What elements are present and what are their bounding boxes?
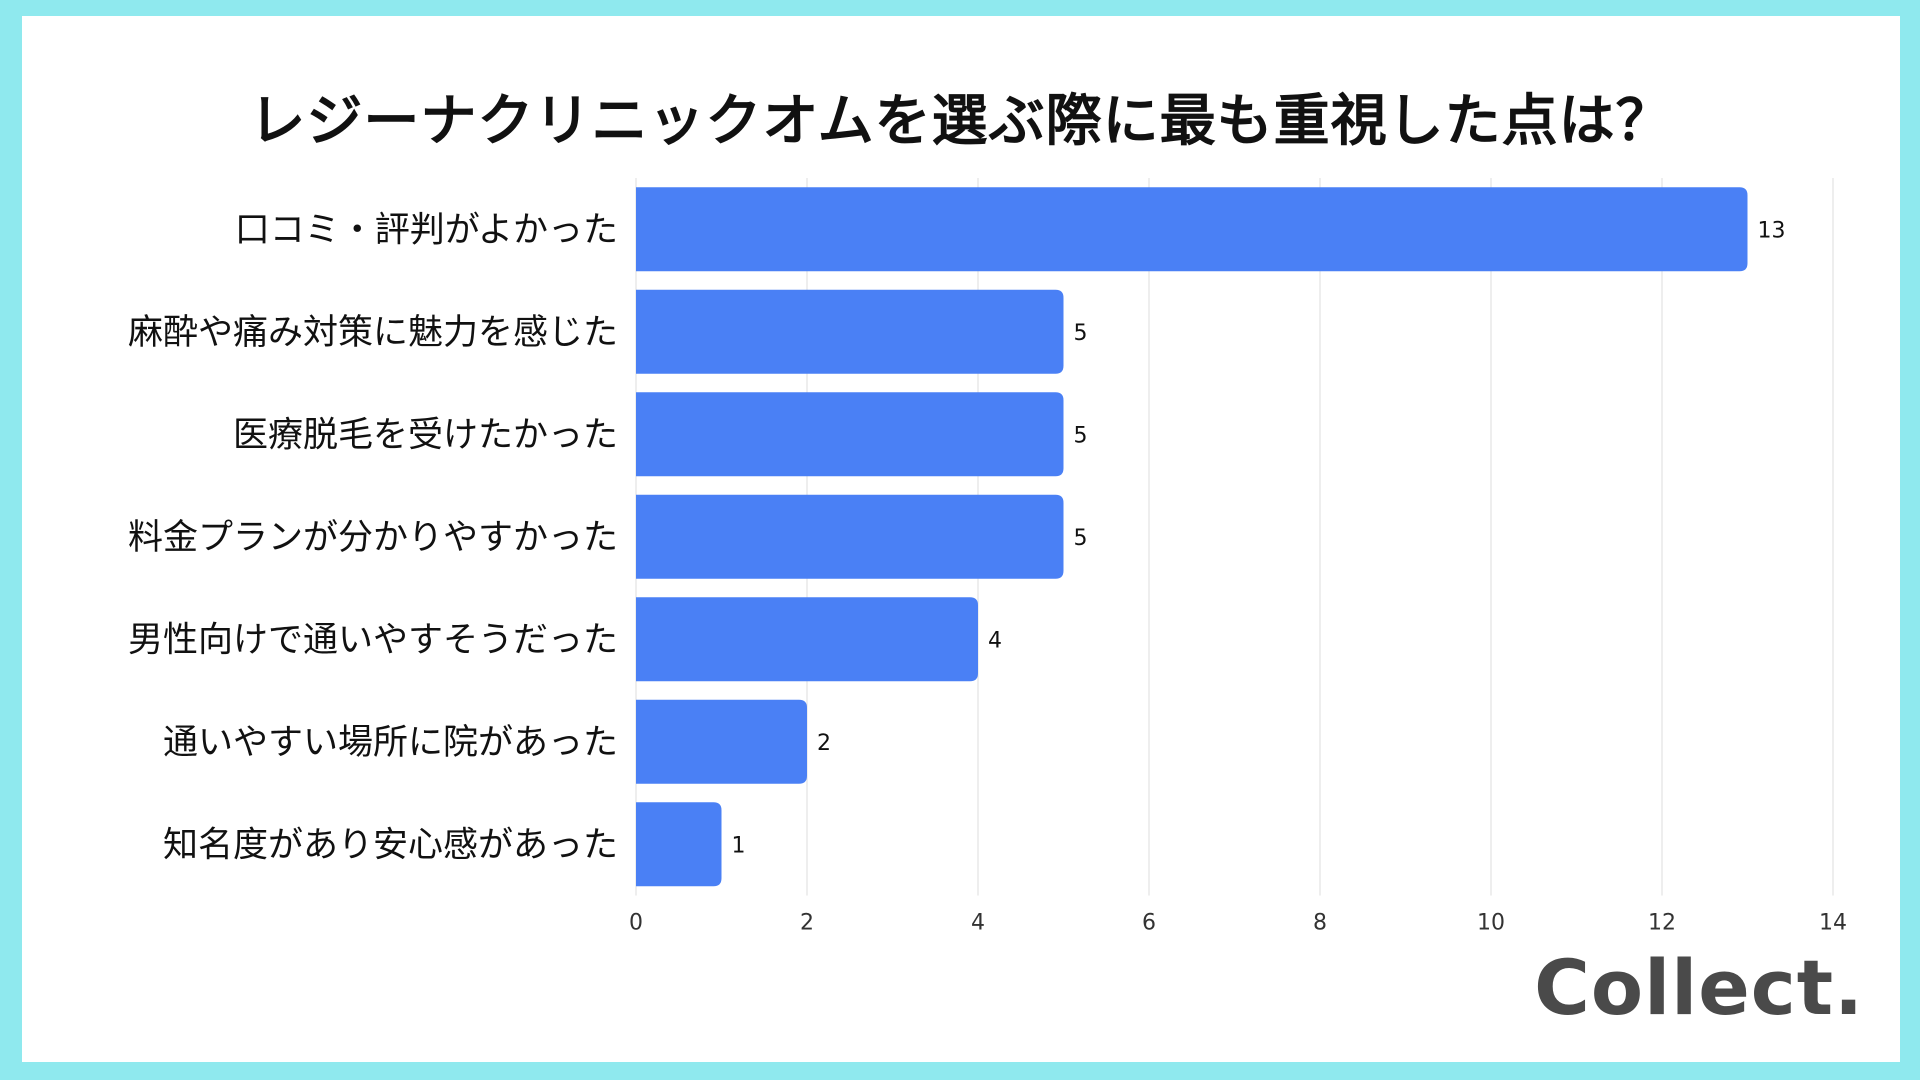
x-tick-label: 14 [1819,911,1847,936]
data-label: 13 [1758,218,1786,243]
chart-title: レジーナクリニックオムを選ぶ際に最も重視した点は？ [249,89,1673,154]
data-label: 5 [1074,526,1088,551]
category-label: 医療脱毛を受けたかった [233,415,618,455]
bar [636,699,807,784]
x-tick-label: 4 [971,911,985,936]
x-tick-label: 12 [1648,911,1676,936]
x-tick-label: 10 [1477,911,1505,936]
category-label: 男性向けで通いやすそうだった [128,620,618,660]
category-label: 麻酔や痛み対策に魅力を感じた [128,313,618,353]
data-label: 5 [1074,423,1088,448]
category-label: 通いやすい場所に院があった [163,723,618,763]
bar [636,494,1064,579]
category-label: 知名度があり安心感があった [163,825,618,865]
x-tick-label: 2 [800,911,814,936]
bar [636,187,1748,272]
bar [636,392,1064,477]
data-label: 5 [1074,321,1088,346]
chart-card: レジーナクリニックオムを選ぶ際に最も重視した点は？ 0 2 4 6 8 10 12 14 口コミ… [22,16,1900,1062]
bar [636,802,722,887]
data-label: 1 [732,833,746,858]
data-label: 2 [817,731,831,756]
x-tick-label: 0 [629,911,643,936]
category-label: 口コミ・評判がよかった [235,210,618,250]
bar [636,597,978,682]
bar [636,289,1064,374]
category-label: 料金プランが分かりやすかった [128,518,618,558]
data-label: 4 [988,628,1002,653]
x-tick-label: 6 [1142,911,1156,936]
collect-logo: Collect. [1534,943,1864,1032]
x-tick-label: 8 [1313,911,1327,936]
